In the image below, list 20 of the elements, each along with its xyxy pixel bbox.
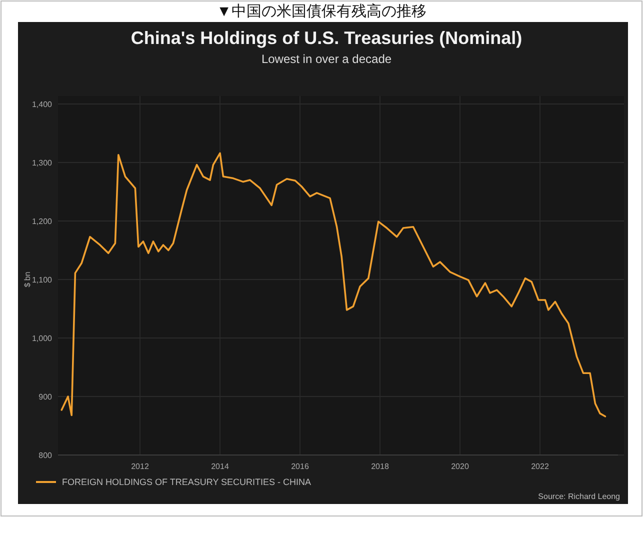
x-tick-label: 2012 bbox=[131, 462, 150, 471]
y-tick-label: 900 bbox=[38, 392, 53, 402]
y-tick-label: 800 bbox=[38, 451, 53, 460]
y-tick-label: 1,100 bbox=[32, 276, 53, 284]
line-series bbox=[60, 152, 606, 418]
y-tick-label: 1,200 bbox=[32, 217, 53, 226]
x-tick-label: 2018 bbox=[371, 462, 390, 471]
source-note: Source: Richard Leong bbox=[538, 492, 620, 501]
text: ▼中国の米国債保有残高の推移 bbox=[216, 3, 426, 20]
x-tick-label: 2022 bbox=[531, 462, 550, 471]
y-tick-label: 1,000 bbox=[32, 334, 53, 343]
x-tick-label: 2014 bbox=[211, 462, 230, 471]
y-axis-title: $ bn bbox=[23, 272, 32, 288]
x-tick-label: 2020 bbox=[451, 462, 470, 471]
chart-subtitle: Lowest in over a decade bbox=[261, 52, 392, 66]
x-tick-label: 2016 bbox=[291, 462, 310, 471]
y-tick-label: 1,400 bbox=[32, 100, 53, 109]
y-tick-label: 1,300 bbox=[32, 158, 53, 168]
legend-label: FOREIGN HOLDINGS OF TREASURY SECURITIES - CHINA bbox=[62, 477, 312, 487]
chart-title: China's Holdings of U.S. Treasuries (Nominal) bbox=[130, 28, 522, 48]
